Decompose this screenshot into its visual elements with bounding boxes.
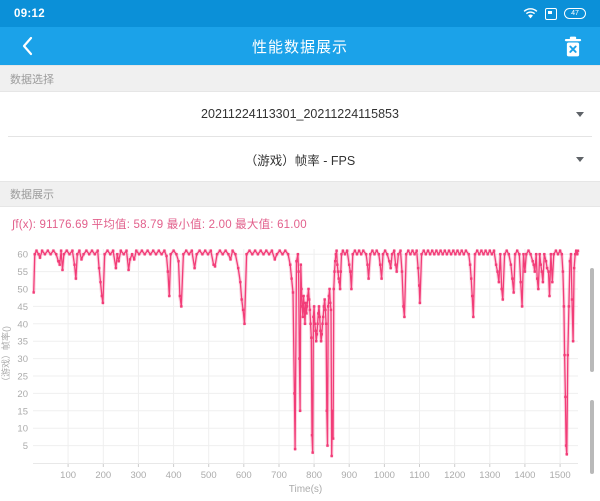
status-bar: 09:12 47 [0,0,600,27]
back-chevron-icon [22,36,33,56]
svg-text:50: 50 [17,285,28,296]
status-time: 09:12 [14,7,45,20]
section-data-select-label: 数据选择 [10,73,54,86]
svg-text:500: 500 [201,470,217,481]
section-data-display: 数据展示 [0,181,600,207]
section-data-display-label: 数据展示 [10,189,54,201]
section-data-select: 数据选择 [0,65,600,92]
svg-text:1100: 1100 [409,470,429,481]
svg-text:800: 800 [306,470,322,481]
divider [8,136,592,137]
stats-row: ∫f(x): 91176.69 平均值: 58.79 最小值: 2.00 最大值… [0,207,600,240]
svg-text:200: 200 [95,470,111,481]
battery-level: 47 [571,10,579,17]
chevron-down-icon [576,112,584,117]
svg-text:600: 600 [236,470,252,481]
svg-text:300: 300 [130,470,146,481]
svg-text:（游戏）帧率(): （游戏）帧率() [0,326,11,386]
metric-dropdown-value: （游戏）帧率 - FPS [244,153,356,168]
svg-text:45: 45 [17,302,28,313]
svg-text:25: 25 [17,372,28,383]
svg-text:Time(s): Time(s) [289,484,323,495]
fps-stats-text: ∫f(x): 91176.69 平均值: 58.79 最小值: 2.00 最大值… [12,218,307,231]
svg-text:20: 20 [17,389,28,400]
metric-dropdown[interactable]: （游戏）帧率 - FPS [0,137,600,181]
fps-line-chart-svg: 5 10 15 20 25 30 35 40 45 50 55 60 100 200 300 400 500 60… [0,248,580,495]
battery-icon: 47 [564,8,586,19]
floating-window-icon [545,7,557,20]
svg-text:15: 15 [17,406,28,417]
svg-text:400: 400 [166,470,182,481]
svg-text:1200: 1200 [444,470,465,481]
session-dropdown[interactable]: 20211224113301_20211224115853 [0,92,600,136]
svg-text:100: 100 [60,470,76,481]
svg-text:10: 10 [17,424,28,435]
svg-text:40: 40 [17,319,28,330]
svg-text:700: 700 [271,470,287,481]
chevron-down-icon [576,157,584,162]
delete-button[interactable] [560,33,586,59]
trash-icon [564,36,582,56]
svg-text:35: 35 [17,337,28,348]
svg-text:1300: 1300 [479,470,500,481]
svg-text:1400: 1400 [514,470,535,481]
svg-text:60: 60 [17,250,28,261]
fps-chart[interactable]: 5 10 15 20 25 30 35 40 45 50 55 60 100 200 300 400 500 60… [0,240,600,501]
session-dropdown-value: 20211224113301_20211224115853 [201,107,399,121]
back-button[interactable] [14,33,40,59]
svg-text:1500: 1500 [550,470,571,481]
scrollbar-thumb-lower[interactable] [590,400,594,474]
svg-text:5: 5 [23,441,28,452]
wifi-icon [523,7,538,18]
svg-text:55: 55 [17,267,28,278]
scrollbar-thumb-upper[interactable] [590,268,594,372]
page-title: 性能数据展示 [251,38,348,56]
svg-text:1000: 1000 [374,470,395,481]
app-bar: 性能数据展示 [0,27,600,65]
svg-text:900: 900 [341,470,357,481]
status-icons: 47 [523,7,586,20]
svg-text:30: 30 [17,354,28,365]
